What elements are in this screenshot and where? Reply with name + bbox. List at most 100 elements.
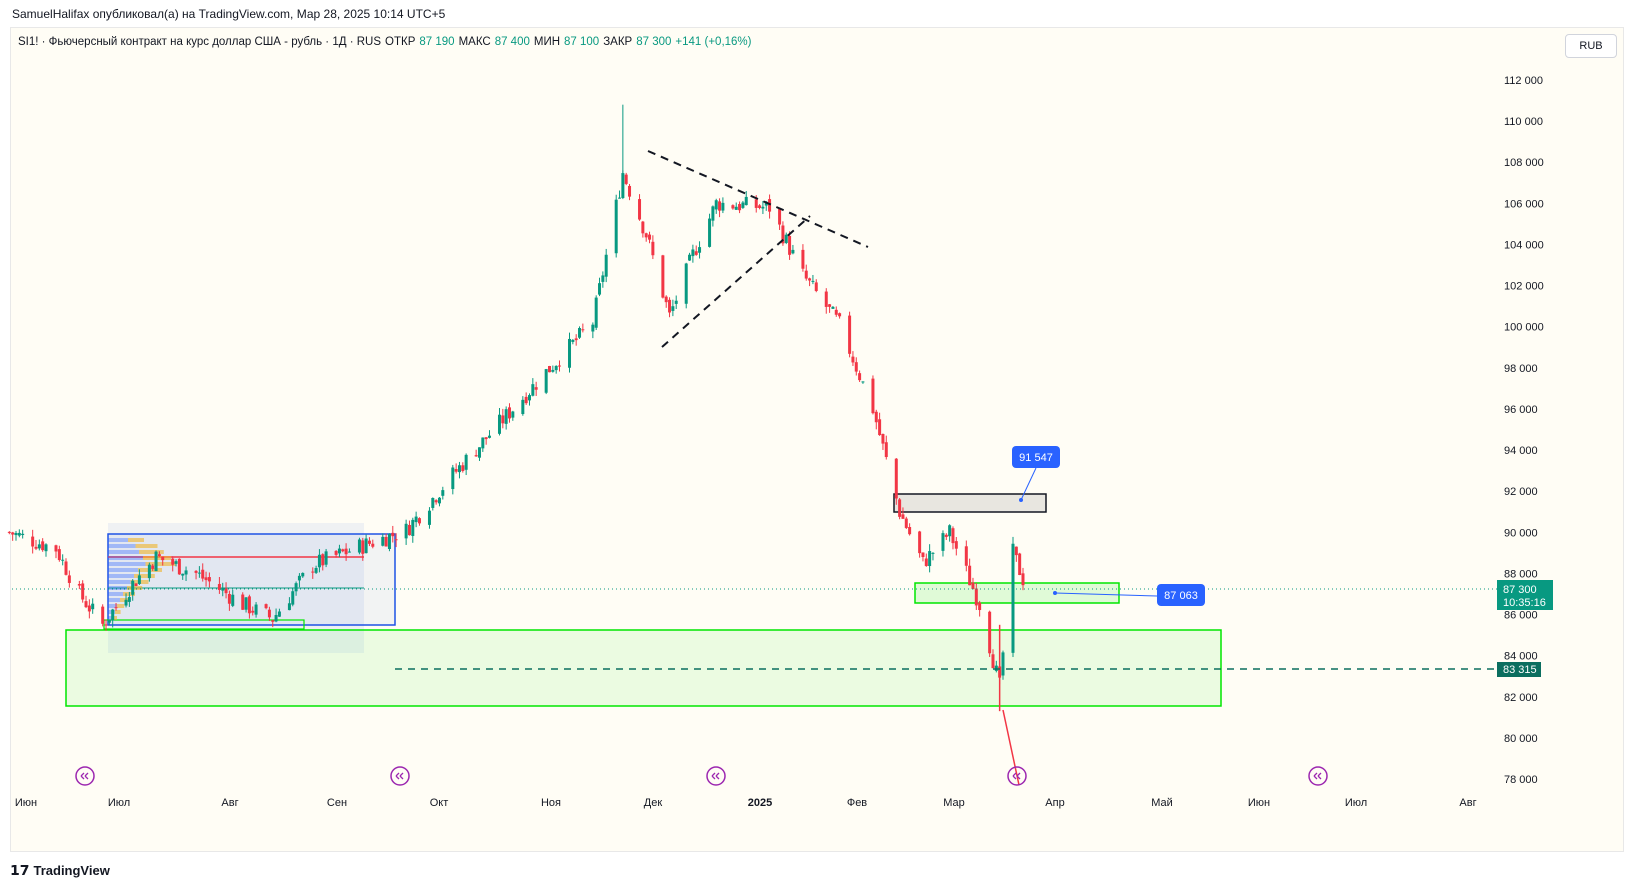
candle-body [614,199,618,254]
candle-body [101,606,105,624]
candle-body [487,435,491,438]
callout-text: 91 547 [1019,452,1053,464]
candle-body [277,611,281,617]
y-tick-label: 100 000 [1504,322,1544,334]
candle-body [954,541,958,549]
candle-body [731,205,735,209]
candle-body [578,328,582,338]
candle-body [904,518,908,528]
candle-body [718,201,722,211]
candle-body [754,199,758,208]
candle-body [978,602,982,611]
y-tick-label: 94 000 [1504,445,1538,457]
close-label: ЗАКР [603,36,633,48]
lower-trendline [661,215,811,348]
x-tick-label: Дек [644,797,663,809]
x-tick-label: Авг [1459,797,1476,809]
countdown-label: 10:35:16 [1503,597,1546,609]
candle-body [147,564,151,579]
candle-body [791,249,795,254]
x-tick-label: Авг [221,797,238,809]
candle-body [1001,652,1005,676]
candle-body [968,565,972,586]
dashed-level-tag [1497,662,1541,677]
dashed-level-label: 83 315 [1503,664,1537,676]
candle-body [674,300,678,304]
projection-line [1002,709,1020,786]
y-tick-label: 82 000 [1504,692,1538,704]
event-arrow-icon [395,772,404,780]
candle-body [788,235,792,255]
volume-profile-bar-blue [108,550,139,554]
candle-body [104,624,108,626]
candle-body [824,291,828,307]
candle-body [504,409,508,424]
candle-body [181,573,185,576]
candle-body [387,533,391,550]
candle-body [741,202,745,208]
candle-body [137,575,141,584]
green-mini-zone [103,619,305,630]
candle-body [287,603,291,611]
candle-body [548,366,552,373]
candle-body [87,605,91,612]
x-tick-label: Окт [430,797,449,809]
volume-profile-bar-blue [108,598,120,602]
symbol-title[interactable]: SI1! · Фьючерсный контракт на курс долла… [18,36,382,48]
candle-body [527,395,531,401]
candle-body [988,611,992,654]
footer-brand[interactable]: 𝟭𝟳 TradingView [10,862,110,879]
callout-box [1012,446,1060,468]
callout-anchor-1 [1019,498,1023,502]
high-label: МАКС [458,36,491,48]
candle-body [941,533,945,551]
volume-profile-bar-yellow [115,610,121,614]
change-value: +141 (+0,16%) [675,36,752,48]
candle-body [898,499,902,517]
candle-body [334,550,338,555]
callout-box [1157,584,1205,606]
y-tick-label: 106 000 [1504,198,1544,210]
candle-body [311,571,315,573]
candle-body [571,339,575,342]
currency-button[interactable]: RUB [1565,34,1617,58]
y-tick-label: 96 000 [1504,404,1538,416]
candle-body [971,582,975,590]
candle-body [314,568,318,573]
candle-body [381,536,385,546]
candle-body [531,384,535,396]
candle-body [457,465,461,473]
event-icon [390,766,410,786]
close-value: 87 300 [636,36,672,48]
candle-body [831,306,835,309]
candle-body [928,551,932,567]
candle-body [241,594,245,610]
candle-body [174,561,178,564]
candle-body [501,415,505,424]
candle-body [441,490,445,496]
candle-body [594,297,598,328]
y-tick-label: 104 000 [1504,239,1544,251]
candle-body [297,575,301,581]
candle-body [204,577,208,581]
candle-body [834,309,838,315]
x-tick-label: Май [1151,797,1173,809]
candle-body [861,381,865,383]
candle-body [451,467,455,490]
candle-body [661,255,665,298]
volume-profile-bar-yellow [134,574,155,578]
candle-body [651,241,655,256]
candle-body [871,378,875,414]
candle-body [641,221,645,234]
candle-body [394,539,398,541]
publisher-line: SamuelHalifax опубликовал(а) на TradingV… [12,7,446,21]
x-tick-label: Июн [1248,797,1270,809]
tradingview-logo-icon: 𝟭𝟳 [10,862,30,878]
candle-body [124,599,128,606]
y-tick-label: 84 000 [1504,651,1538,663]
candle-body [224,588,228,594]
candle-body [618,197,622,199]
candle-body [231,594,235,606]
candle-body [854,362,858,372]
